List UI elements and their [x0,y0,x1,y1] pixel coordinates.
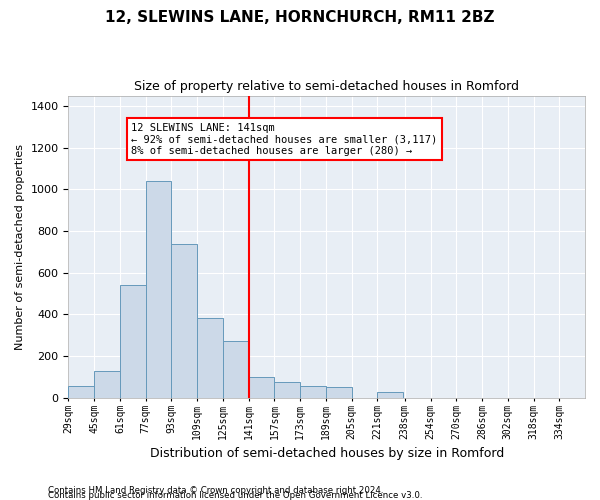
Text: Contains HM Land Registry data © Crown copyright and database right 2024.: Contains HM Land Registry data © Crown c… [48,486,383,495]
Bar [223,340,248,398]
Bar [197,318,223,398]
Bar [248,377,274,398]
Title: Size of property relative to semi-detached houses in Romford: Size of property relative to semi-detach… [134,80,519,93]
Bar [326,388,352,398]
X-axis label: Distribution of semi-detached houses by size in Romford: Distribution of semi-detached houses by … [149,447,504,460]
Bar [94,371,120,398]
Bar [300,386,326,398]
Text: Contains public sector information licensed under the Open Government Licence v3: Contains public sector information licen… [48,491,422,500]
Bar [172,244,197,398]
Bar [120,286,146,398]
Text: 12, SLEWINS LANE, HORNCHURCH, RM11 2BZ: 12, SLEWINS LANE, HORNCHURCH, RM11 2BZ [105,10,495,25]
Text: 12 SLEWINS LANE: 141sqm
← 92% of semi-detached houses are smaller (3,117)
8% of : 12 SLEWINS LANE: 141sqm ← 92% of semi-de… [131,122,437,156]
Bar [68,386,94,398]
Bar [274,382,300,398]
Bar [146,181,172,398]
Bar [377,392,403,398]
Y-axis label: Number of semi-detached properties: Number of semi-detached properties [15,144,25,350]
